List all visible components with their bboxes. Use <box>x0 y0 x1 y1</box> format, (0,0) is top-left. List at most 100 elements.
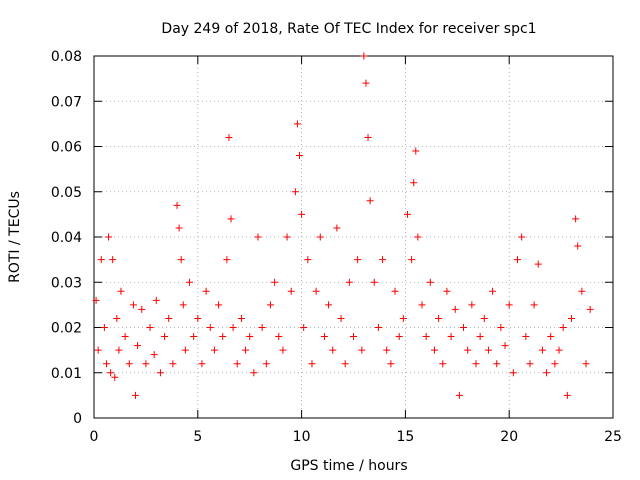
data-point <box>430 346 438 354</box>
data-point <box>300 324 308 331</box>
data-points <box>92 52 594 399</box>
x-tick-label: 0 <box>90 429 99 445</box>
data-point <box>132 391 140 399</box>
data-point <box>320 333 328 341</box>
data-point <box>460 324 468 331</box>
data-point <box>387 360 395 368</box>
data-point <box>563 391 571 399</box>
data-point <box>399 314 407 322</box>
y-tick-label: 0.07 <box>51 94 82 110</box>
data-point <box>493 360 501 368</box>
data-point <box>538 346 546 354</box>
data-point <box>102 360 110 368</box>
data-point <box>472 360 480 368</box>
data-point <box>354 256 362 264</box>
data-point <box>455 391 463 399</box>
data-point <box>173 201 181 209</box>
data-point <box>578 287 586 295</box>
data-point <box>97 256 105 264</box>
data-point <box>370 278 378 286</box>
data-point <box>509 369 517 377</box>
data-point <box>308 360 316 368</box>
data-point <box>574 242 582 250</box>
data-point <box>497 324 505 331</box>
data-point <box>146 324 154 331</box>
data-point <box>403 210 411 218</box>
data-point <box>484 346 492 354</box>
data-point <box>366 197 374 205</box>
data-point <box>185 278 193 286</box>
grid <box>94 56 613 418</box>
data-point <box>229 324 237 331</box>
data-point <box>111 373 119 381</box>
data-point <box>156 369 164 377</box>
data-point <box>194 314 202 322</box>
data-point <box>262 360 270 368</box>
data-point <box>291 188 299 196</box>
data-point <box>250 369 258 377</box>
data-point <box>198 360 206 368</box>
data-point <box>501 342 509 350</box>
y-axis-title: ROTI / TECUs <box>7 191 23 283</box>
data-point <box>551 360 559 368</box>
data-point <box>518 233 526 241</box>
data-point <box>489 287 497 295</box>
data-point <box>190 333 198 341</box>
data-point <box>121 333 129 341</box>
data-point <box>514 256 522 264</box>
data-point <box>476 333 484 341</box>
x-tick-label: 5 <box>193 429 202 445</box>
data-point <box>350 333 357 341</box>
data-point <box>138 305 146 313</box>
data-point <box>210 346 218 354</box>
data-point <box>543 369 551 377</box>
data-point <box>337 314 345 322</box>
data-point <box>414 233 422 241</box>
y-tick-label: 0.02 <box>51 321 82 337</box>
y-tick-label: 0.01 <box>51 366 82 382</box>
data-point <box>275 333 283 341</box>
data-point <box>287 287 295 295</box>
data-point <box>443 287 451 295</box>
y-tick-label: 0.05 <box>51 185 82 201</box>
data-point <box>364 133 372 141</box>
x-tick-label: 10 <box>293 429 311 445</box>
data-point <box>358 346 366 354</box>
data-point <box>109 256 117 264</box>
data-point <box>179 301 187 309</box>
data-point <box>94 346 102 354</box>
data-point <box>374 324 382 331</box>
data-point <box>383 346 391 354</box>
data-point <box>304 256 312 264</box>
data-point <box>480 314 488 322</box>
data-point <box>530 301 538 309</box>
data-point <box>181 346 189 354</box>
data-point <box>522 333 530 341</box>
data-point <box>215 301 223 309</box>
data-point <box>439 360 447 368</box>
data-point <box>362 79 370 87</box>
data-point <box>451 305 459 313</box>
x-axis-title: GPS time / hours <box>290 458 407 474</box>
data-point <box>586 305 594 313</box>
data-point <box>426 278 434 286</box>
data-point <box>341 360 349 368</box>
data-point <box>150 351 158 359</box>
data-point <box>293 120 301 128</box>
data-point <box>152 296 160 304</box>
data-point <box>246 333 254 341</box>
data-point <box>165 314 173 322</box>
data-point <box>225 133 233 141</box>
data-point <box>242 346 250 354</box>
data-point <box>526 360 534 368</box>
data-point <box>237 314 245 322</box>
chart-title: Day 249 of 2018, Rate Of TEC Index for r… <box>161 21 536 37</box>
data-point <box>254 233 262 241</box>
y-tick-label: 0.06 <box>51 140 82 156</box>
data-point <box>258 324 266 331</box>
data-point <box>161 333 169 341</box>
data-point <box>412 147 420 155</box>
data-point <box>115 346 123 354</box>
data-point <box>223 256 231 264</box>
data-point <box>582 360 590 368</box>
